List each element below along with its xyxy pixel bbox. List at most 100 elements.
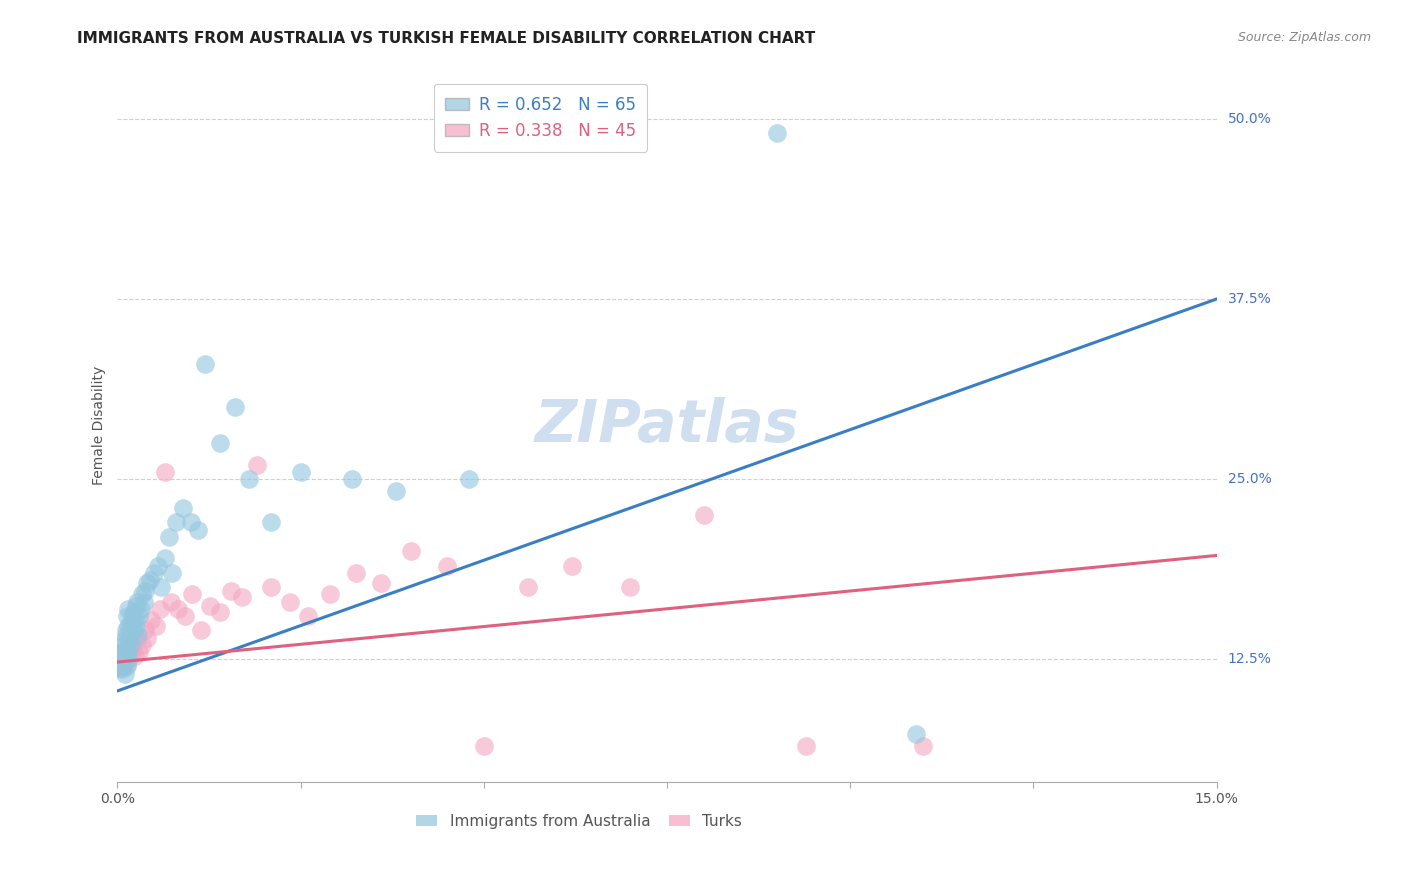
Text: 12.5%: 12.5% xyxy=(1227,652,1271,666)
Point xyxy=(117,619,139,633)
Point xyxy=(912,739,935,753)
Point xyxy=(111,638,134,652)
Point xyxy=(172,500,194,515)
Text: 37.5%: 37.5% xyxy=(1227,292,1271,306)
Point xyxy=(129,601,152,615)
Point xyxy=(115,659,138,673)
Point xyxy=(110,645,132,659)
Point xyxy=(150,580,173,594)
Point xyxy=(385,483,408,498)
Point xyxy=(173,609,195,624)
Point xyxy=(370,575,392,590)
Point xyxy=(114,666,136,681)
Point xyxy=(246,458,269,472)
Text: Source: ZipAtlas.com: Source: ZipAtlas.com xyxy=(1237,31,1371,45)
Point xyxy=(181,587,204,601)
Point xyxy=(131,638,153,652)
Point xyxy=(340,472,363,486)
Point xyxy=(208,436,231,450)
Point xyxy=(561,558,583,573)
Text: 25.0%: 25.0% xyxy=(1227,472,1271,486)
Point xyxy=(114,624,136,638)
Point xyxy=(187,523,209,537)
Point xyxy=(143,566,166,580)
Point xyxy=(118,638,141,652)
Point xyxy=(117,645,139,659)
Point xyxy=(115,657,138,671)
Point xyxy=(112,659,135,673)
Point xyxy=(111,662,134,676)
Point xyxy=(224,400,246,414)
Point xyxy=(219,584,242,599)
Point xyxy=(190,624,212,638)
Point xyxy=(231,591,253,605)
Point xyxy=(124,649,146,664)
Point xyxy=(128,609,150,624)
Point xyxy=(120,648,142,662)
Point xyxy=(436,558,458,573)
Point xyxy=(160,594,183,608)
Point xyxy=(111,657,134,671)
Text: 50.0%: 50.0% xyxy=(1227,112,1271,126)
Point xyxy=(115,628,138,642)
Point xyxy=(145,619,167,633)
Point xyxy=(110,654,132,668)
Point xyxy=(127,628,149,642)
Point xyxy=(141,613,163,627)
Point xyxy=(117,652,139,666)
Point xyxy=(166,601,188,615)
Point xyxy=(121,619,143,633)
Point xyxy=(458,472,481,486)
Point xyxy=(108,649,131,664)
Point xyxy=(124,613,146,627)
Point xyxy=(120,638,142,652)
Legend: Immigrants from Australia, Turks: Immigrants from Australia, Turks xyxy=(411,807,748,835)
Point xyxy=(114,642,136,657)
Point xyxy=(619,580,641,594)
Point xyxy=(112,652,135,666)
Point xyxy=(128,645,150,659)
Text: ZIPatlas: ZIPatlas xyxy=(534,397,799,454)
Point xyxy=(112,643,135,657)
Text: IMMIGRANTS FROM AUSTRALIA VS TURKISH FEMALE DISABILITY CORRELATION CHART: IMMIGRANTS FROM AUSTRALIA VS TURKISH FEM… xyxy=(77,31,815,46)
Point xyxy=(115,609,138,624)
Point xyxy=(260,516,283,530)
Point xyxy=(115,649,138,664)
Point xyxy=(157,530,180,544)
Point xyxy=(165,516,187,530)
Point xyxy=(153,551,176,566)
Point xyxy=(472,739,495,753)
Point xyxy=(118,633,141,648)
Point xyxy=(208,605,231,619)
Point xyxy=(117,645,139,659)
Point xyxy=(127,633,149,648)
Point xyxy=(114,649,136,664)
Point xyxy=(135,575,157,590)
Point xyxy=(146,558,169,573)
Point xyxy=(110,661,132,675)
Point xyxy=(114,633,136,648)
Point xyxy=(114,645,136,659)
Point xyxy=(794,739,817,753)
Point xyxy=(238,472,260,486)
Point xyxy=(134,624,156,638)
Point xyxy=(162,566,184,580)
Point xyxy=(297,609,319,624)
Point xyxy=(110,655,132,669)
Y-axis label: Female Disability: Female Disability xyxy=(93,366,107,484)
Point xyxy=(516,580,538,594)
Point xyxy=(112,648,135,662)
Point xyxy=(125,619,148,633)
Point xyxy=(136,631,159,645)
Point xyxy=(132,594,155,608)
Point xyxy=(344,566,367,580)
Point xyxy=(399,544,422,558)
Point xyxy=(149,601,172,615)
Point xyxy=(153,465,176,479)
Point xyxy=(766,126,789,140)
Point xyxy=(131,587,153,601)
Point xyxy=(692,508,714,523)
Point xyxy=(180,516,202,530)
Point xyxy=(260,580,283,594)
Point xyxy=(139,573,162,587)
